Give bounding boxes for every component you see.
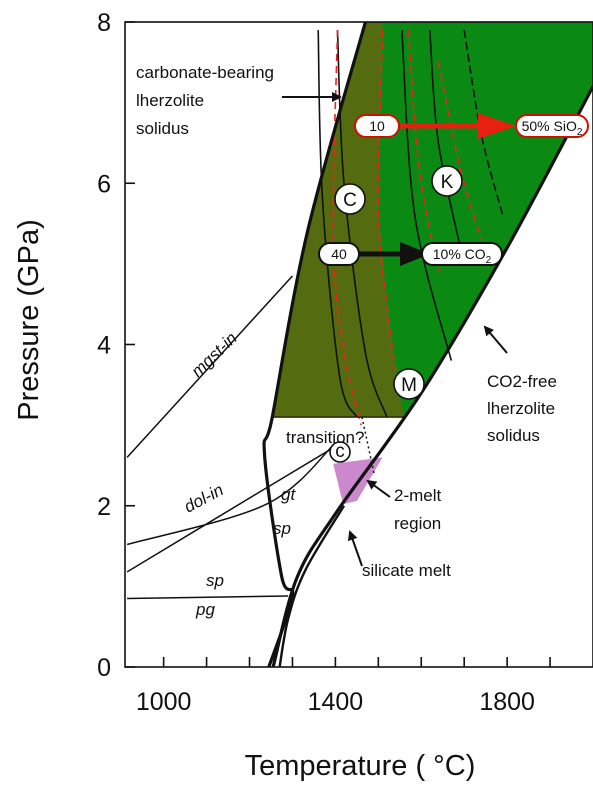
co2-end-pill-subscript: 2	[486, 255, 492, 266]
y-tick-label: 2	[97, 493, 111, 521]
co2-free-solidus-label-1: CO2-free	[487, 372, 557, 391]
circle-k-text: K	[441, 172, 454, 193]
isopleth-line-5	[463, 29, 504, 216]
sio2-end-pill-subscript: 2	[577, 127, 583, 138]
sio2-arrow-head	[478, 113, 516, 139]
x-axis-title: Temperature ( °C)	[245, 750, 476, 782]
gt-sp-boundary-line	[126, 442, 336, 546]
co2-free-solidus-arrow	[483, 325, 508, 354]
co2-free-solidus-line	[271, 85, 593, 667]
circle-m-text: M	[401, 375, 417, 396]
silicate-melt-field	[378, 22, 593, 418]
circle-c-small	[329, 441, 351, 463]
dol-in-label: dol-in	[181, 480, 227, 516]
sp-pg-boundary-line	[127, 595, 289, 600]
sio2-end-pill-text: 50% SiO2	[522, 118, 583, 138]
two-melt-arrow	[366, 479, 391, 498]
circle-k	[431, 165, 463, 197]
circle-m	[393, 368, 425, 400]
y-tick-label: 4	[97, 332, 111, 360]
carbonate-solidus-label-2: lherzolite	[136, 91, 204, 110]
gt-label: gt	[281, 485, 296, 504]
circle-c	[334, 183, 366, 215]
co2-start-pill-text: 40	[331, 246, 347, 262]
x-tick-label: 1000	[136, 688, 192, 716]
co2-end-pill	[421, 242, 503, 266]
sio2-start-pill-text: 10	[369, 118, 385, 134]
mgst-in-line	[126, 275, 293, 458]
carbonate-solidus-label-3: solidus	[136, 119, 189, 138]
two-melt-label-2: region	[394, 514, 441, 533]
sp-upper-label: sp	[273, 519, 291, 538]
overlays: 10 50% SiO2 40 10% CO2 C K Mc	[282, 92, 589, 567]
axes: 0 2 4 6 8 1000 1400 1800	[97, 9, 593, 716]
silicate-melt-label: silicate melt	[362, 561, 451, 580]
co2-end-pill-text: 10% CO2	[433, 246, 492, 266]
co2-free-solidus-label-3: solidus	[487, 426, 540, 445]
pg-label: pg	[195, 600, 215, 619]
y-tick-label: 8	[97, 9, 111, 37]
x-tick-label: 1400	[308, 688, 364, 716]
isopleth-line-4	[429, 30, 465, 265]
x-tick-label: 1800	[479, 688, 535, 716]
annotations: carbonate-bearing lherzolite solidus CO2…	[13, 63, 557, 782]
co2-free-solidus-label-2: lherzolite	[487, 399, 555, 418]
red-isopleth-1	[332, 30, 362, 426]
y-axis-title: Pressure (GPa)	[13, 219, 45, 420]
transition-band	[267, 417, 405, 462]
circle-c-small-text: c	[335, 441, 345, 462]
dol-in-line	[126, 440, 345, 573]
co2-arrow-head	[400, 242, 430, 266]
sio2-end-pill	[515, 114, 589, 138]
sio2-start-pill	[354, 114, 400, 138]
mgst-in-label: mgst-in	[188, 328, 241, 380]
red-isopleth-2	[377, 30, 399, 385]
silicate-melt-arrow	[347, 530, 363, 567]
transition-label: transition?	[286, 428, 364, 447]
y-tick-label: 6	[97, 170, 111, 198]
two-melt-label-1: 2-melt	[394, 486, 442, 505]
y-tick-label: 0	[97, 654, 111, 682]
co2-start-pill	[318, 242, 360, 266]
sp-lower-label: sp	[206, 571, 224, 590]
circle-c-text: C	[343, 190, 357, 211]
isopleth-line-3	[401, 30, 453, 361]
silicate-melt-line	[278, 505, 346, 667]
carbonate-solidus-label-1: carbonate-bearing	[136, 63, 274, 82]
